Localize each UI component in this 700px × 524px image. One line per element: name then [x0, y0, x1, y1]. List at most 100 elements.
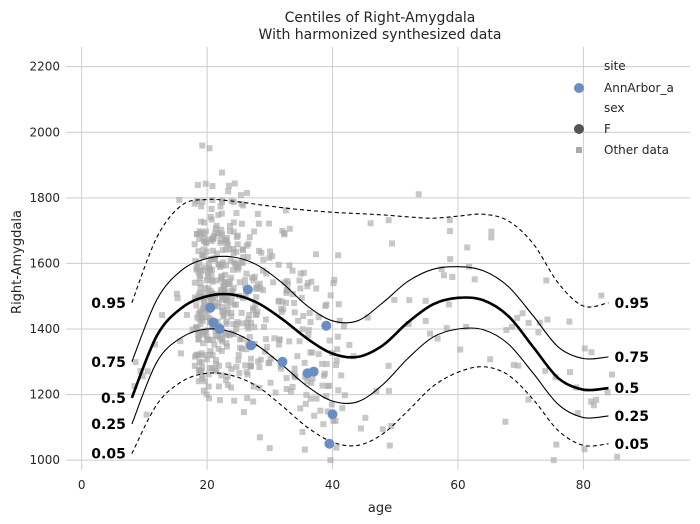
- site-data-point: [327, 409, 338, 420]
- other-data-point: [447, 228, 454, 235]
- y-tick-label: 1800: [29, 191, 60, 205]
- other-data-point: [289, 267, 296, 274]
- other-data-point: [253, 294, 260, 301]
- y-tick-label: 2000: [29, 125, 60, 139]
- other-data-point: [217, 203, 224, 210]
- x-tick-label: 80: [576, 478, 591, 492]
- other-data-point: [335, 252, 342, 259]
- other-data-point: [176, 196, 183, 203]
- other-data-point: [471, 276, 478, 283]
- other-data-point: [218, 262, 225, 269]
- other-data-point: [220, 308, 227, 315]
- other-data-point: [195, 336, 202, 343]
- other-data-point: [320, 372, 327, 379]
- other-data-point: [405, 321, 412, 328]
- other-data-point: [544, 316, 551, 323]
- other-data-point: [233, 325, 240, 332]
- other-data-point: [296, 277, 303, 284]
- other-data-point: [357, 425, 364, 432]
- other-data-point: [543, 277, 550, 284]
- other-data-point: [247, 355, 254, 362]
- other-data-point: [216, 362, 223, 369]
- centile-label-left: 0.5: [101, 391, 126, 407]
- other-data-point: [215, 383, 222, 390]
- legend: site AnnArbor_a sex F Other data: [574, 59, 674, 157]
- other-data-point: [251, 324, 258, 331]
- other-data-point: [241, 277, 248, 284]
- centile-label-left: 0.95: [91, 296, 126, 312]
- other-data-point: [132, 359, 139, 366]
- other-data-point: [239, 320, 246, 327]
- other-data-point: [231, 301, 238, 308]
- other-data-point: [275, 261, 282, 268]
- other-data-point: [231, 397, 238, 404]
- other-data-point: [301, 359, 308, 366]
- legend-other-label: Other data: [604, 143, 669, 157]
- other-data-point: [228, 366, 235, 373]
- other-data-point: [256, 364, 263, 371]
- other-data-point: [198, 350, 205, 357]
- other-data-point: [326, 382, 333, 389]
- other-data-point: [206, 260, 213, 267]
- site-data-point: [246, 340, 257, 351]
- other-data-point: [514, 314, 521, 321]
- other-data-point: [227, 257, 234, 264]
- other-data-point: [173, 290, 180, 297]
- other-data-point: [208, 272, 215, 279]
- other-data-point: [203, 277, 210, 284]
- other-data-point: [593, 396, 600, 403]
- other-data-point: [339, 405, 346, 412]
- chart-title: Centiles of Right-Amygdala: [285, 10, 476, 26]
- legend-other-marker: [576, 147, 582, 153]
- other-data-point: [201, 328, 208, 335]
- other-data-point: [219, 169, 226, 176]
- other-data-point: [333, 444, 340, 451]
- y-tick-labels: 1000 1200 1400 1600 1800 2000 2200: [29, 60, 60, 467]
- other-data-point: [233, 321, 240, 328]
- other-data-point: [388, 422, 395, 429]
- other-data-point: [280, 306, 287, 313]
- other-data-point: [294, 353, 301, 360]
- other-data-point: [206, 145, 213, 152]
- other-data-point: [212, 225, 219, 232]
- other-data-point: [323, 360, 330, 367]
- other-data-point: [297, 405, 304, 412]
- other-data-point: [307, 319, 314, 326]
- other-data-point: [177, 338, 184, 345]
- other-data-point: [229, 289, 236, 296]
- other-data-point: [199, 252, 206, 259]
- other-data-point: [197, 367, 204, 374]
- other-data-point: [234, 241, 241, 248]
- other-data-point: [191, 362, 198, 369]
- other-data-point: [252, 311, 259, 318]
- other-data-point: [240, 202, 247, 209]
- other-data-point: [230, 321, 237, 328]
- other-data-point: [389, 240, 396, 247]
- other-data-point: [178, 350, 185, 357]
- other-data-point: [300, 313, 307, 320]
- other-data-point: [238, 259, 245, 266]
- other-data-point: [373, 388, 380, 395]
- other-data-point: [265, 220, 272, 227]
- other-data-point: [323, 393, 330, 400]
- other-data-point: [263, 344, 270, 351]
- other-data-point: [289, 383, 296, 390]
- site-data-points: [205, 284, 338, 449]
- x-axis-label: age: [368, 501, 392, 516]
- other-data-point: [287, 388, 294, 395]
- other-data-point: [223, 320, 230, 327]
- other-data-point: [209, 352, 216, 359]
- other-data-point: [204, 336, 211, 343]
- centile-labels: 0.95 0.95 0.75 0.75 0.5 0.5 0.25 0.25 0.05 0.05: [91, 296, 649, 463]
- other-data-point: [283, 385, 290, 392]
- other-data-point: [152, 341, 159, 348]
- other-data-point: [199, 305, 206, 312]
- y-tick-label: 1400: [29, 322, 60, 336]
- other-data-point: [302, 400, 309, 407]
- other-data-point: [224, 309, 231, 316]
- other-data-point: [201, 219, 208, 226]
- legend-sex-marker: [574, 124, 584, 134]
- other-data-point: [213, 277, 220, 284]
- other-data-point: [183, 311, 190, 318]
